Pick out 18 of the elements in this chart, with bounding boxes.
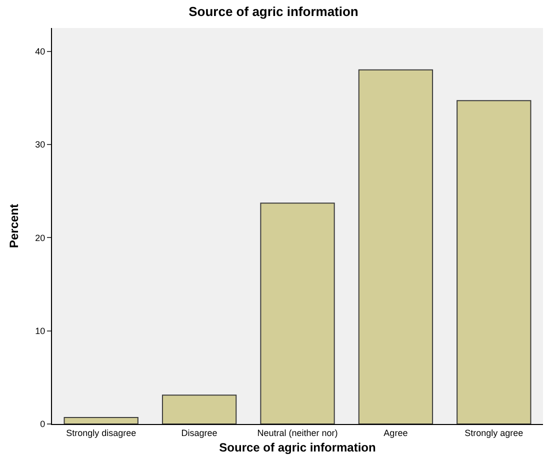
y-axis-title: Percent bbox=[7, 204, 21, 248]
y-tick-label: 20 bbox=[35, 232, 46, 243]
y-tick-label: 10 bbox=[35, 326, 46, 336]
x-tick-label: Neutral (neither nor) bbox=[257, 428, 338, 438]
y-tick-label: 0 bbox=[40, 419, 46, 430]
y-tick-label: 30 bbox=[35, 140, 46, 150]
x-tick-label: Agree bbox=[384, 428, 408, 438]
y-tick-label: 40 bbox=[35, 46, 46, 56]
x-tick-label: Disagree bbox=[181, 428, 218, 438]
x-tick-label: Strongly agree bbox=[464, 428, 524, 438]
x-axis-title: Source of agric information bbox=[219, 440, 376, 455]
bar bbox=[260, 202, 335, 424]
bar bbox=[162, 394, 237, 424]
bar bbox=[64, 416, 138, 424]
chart-title: Source of agric information bbox=[188, 4, 358, 20]
bar bbox=[456, 100, 532, 424]
x-tick-label: Strongly disagree bbox=[66, 428, 136, 438]
bar bbox=[358, 69, 434, 424]
